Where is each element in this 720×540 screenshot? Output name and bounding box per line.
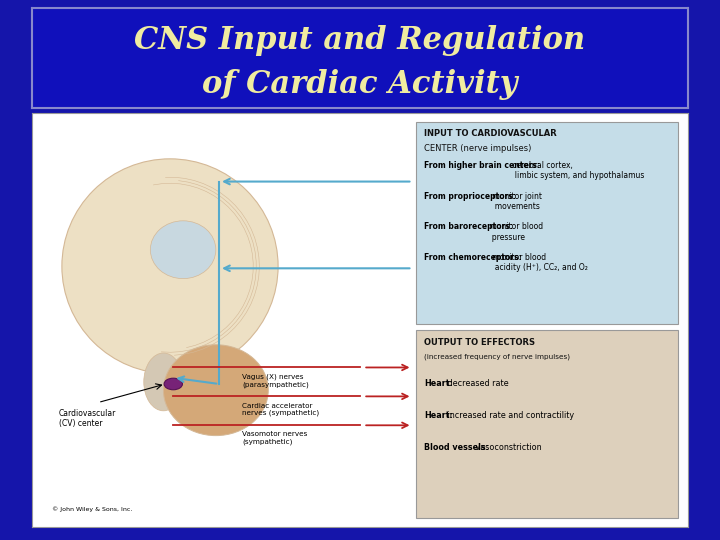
Text: OUTPUT TO EFFECTORS: OUTPUT TO EFFECTORS xyxy=(424,338,535,347)
Circle shape xyxy=(164,378,182,390)
Text: of Cardiac Activity: of Cardiac Activity xyxy=(202,69,518,99)
Text: monitor blood
  acidity (H⁺), CC₂, and O₂: monitor blood acidity (H⁺), CC₂, and O₂ xyxy=(490,253,588,272)
Text: Blood vessels:: Blood vessels: xyxy=(424,443,489,452)
Bar xyxy=(415,330,678,518)
Text: Heart:: Heart: xyxy=(424,380,453,388)
Ellipse shape xyxy=(62,159,278,374)
Text: Vagus (X) nerves
(parasympathetic): Vagus (X) nerves (parasympathetic) xyxy=(242,374,309,388)
Text: cerebral cortex,
  limbic system, and hypothalamus: cerebral cortex, limbic system, and hypo… xyxy=(510,161,644,180)
Text: (increased frequency of nerve impulses): (increased frequency of nerve impulses) xyxy=(424,354,570,360)
Ellipse shape xyxy=(144,353,183,411)
Ellipse shape xyxy=(150,221,216,279)
Text: From proprioceptors:: From proprioceptors: xyxy=(424,192,516,200)
Text: CNS Input and Regulation: CNS Input and Regulation xyxy=(135,24,585,56)
Text: Vasomotor nerves
(sympathetic): Vasomotor nerves (sympathetic) xyxy=(242,431,307,445)
Text: © John Wiley & Sons, Inc.: © John Wiley & Sons, Inc. xyxy=(52,507,132,512)
Text: increased rate and contractility: increased rate and contractility xyxy=(445,411,575,420)
Text: monitor blood
  pressure: monitor blood pressure xyxy=(487,222,543,242)
Ellipse shape xyxy=(163,345,269,436)
Text: Cardiovascular
(CV) center: Cardiovascular (CV) center xyxy=(58,409,116,428)
Text: monitor joint
  movements: monitor joint movements xyxy=(490,192,542,211)
Text: decreased rate: decreased rate xyxy=(445,380,509,388)
Text: INPUT TO CARDIOVASCULAR: INPUT TO CARDIOVASCULAR xyxy=(424,129,557,138)
Text: vasoconstriction: vasoconstriction xyxy=(473,443,541,452)
Text: From baroreceptors:: From baroreceptors: xyxy=(424,222,513,231)
Text: Cardiac accelerator
nerves (sympathetic): Cardiac accelerator nerves (sympathetic) xyxy=(242,403,319,416)
Text: CENTER (nerve impulses): CENTER (nerve impulses) xyxy=(424,144,531,153)
Text: Heart:: Heart: xyxy=(424,411,453,420)
Text: From chemoreceptors:: From chemoreceptors: xyxy=(424,253,522,262)
Bar xyxy=(415,122,678,324)
Text: From higher brain centers:: From higher brain centers: xyxy=(424,161,540,170)
